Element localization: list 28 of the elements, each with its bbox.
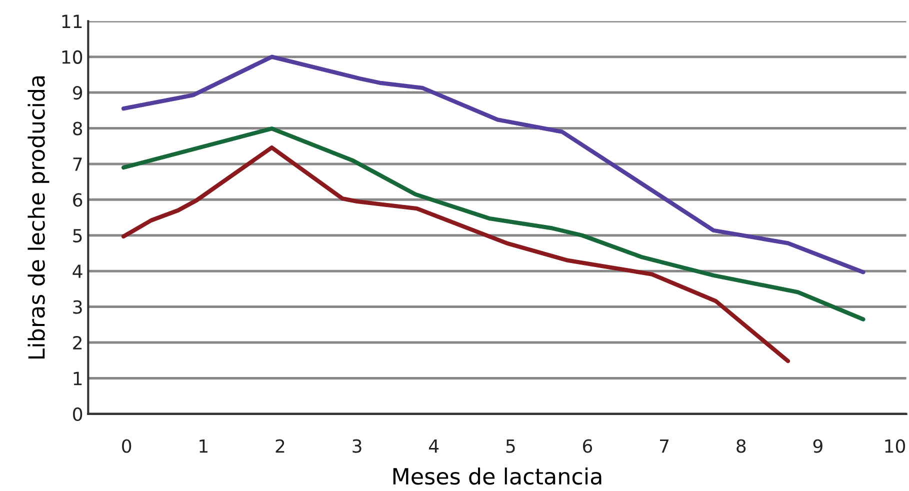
x-tick-label: 10 [885, 439, 906, 453]
x-tick-label: 0 [122, 439, 132, 453]
x-tick-label: 7 [660, 439, 668, 453]
y-tick-label: 6 [73, 193, 82, 207]
y-tick-label: 1 [74, 372, 82, 386]
line-series [121, 145, 790, 364]
line-series [121, 54, 866, 274]
x-tick-label: 1 [200, 439, 208, 453]
y-tick-label: 5 [73, 229, 82, 242]
y-axis-title: Libras de leche producida [28, 76, 50, 359]
x-tick-label: 8 [736, 439, 746, 453]
y-tick-label: 0 [73, 407, 82, 422]
x-tick-label: 2 [276, 439, 284, 453]
x-tick-label: 3 [352, 439, 362, 453]
x-tick-label: 4 [428, 439, 439, 453]
y-tick-label: 7 [73, 158, 82, 171]
y-tick-label: 3 [73, 300, 82, 314]
y-tick-label: 8 [73, 122, 82, 136]
y-tick-label: 9 [72, 86, 82, 100]
y-tick-label: 4 [72, 264, 82, 278]
x-tick-label: 9 [813, 439, 822, 453]
y-tick-label: 2 [73, 336, 82, 350]
x-tick-label: 5 [506, 439, 515, 453]
y-tick-label: 10 [62, 50, 82, 64]
y-tick-label: 11 [62, 14, 82, 28]
x-tick-label: 6 [583, 439, 592, 453]
line-series [121, 126, 866, 322]
x-axis-title: Meses de lactancia [393, 468, 602, 485]
